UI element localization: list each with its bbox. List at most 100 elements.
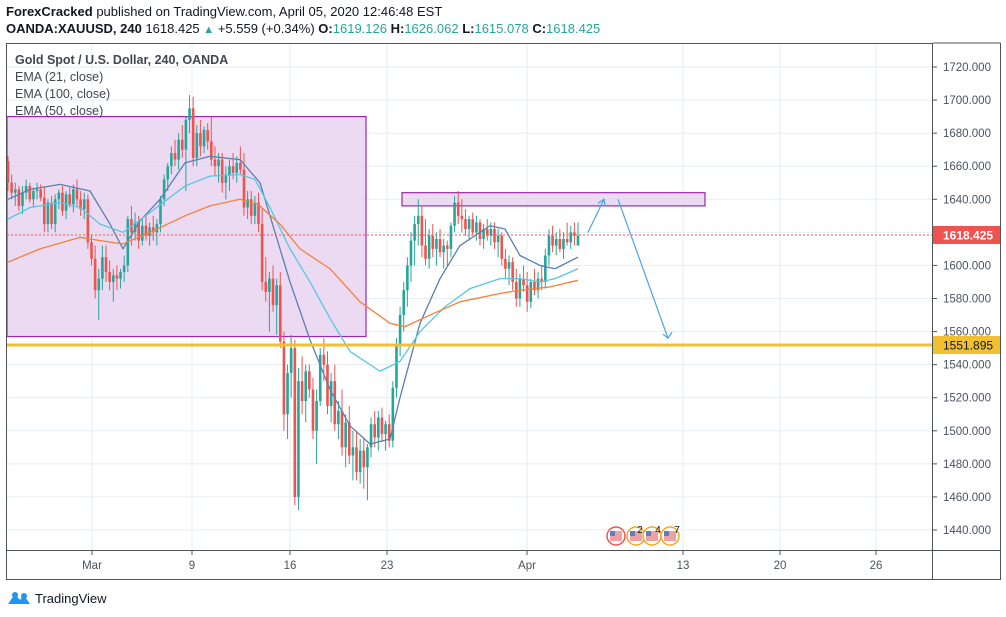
published-text: published on TradingView.com, April 05, … bbox=[92, 4, 443, 19]
horizontal-lines[interactable] bbox=[7, 234, 932, 347]
candle-body bbox=[318, 354, 322, 402]
ema21-line bbox=[7, 155, 579, 445]
projection-arrows[interactable] bbox=[587, 198, 673, 340]
price-tick-label: 1680.000 bbox=[943, 128, 991, 140]
publish-info: ForexCracked published on TradingView.co… bbox=[6, 4, 442, 19]
close-label: C: bbox=[532, 21, 547, 36]
rectangle-zones[interactable] bbox=[6, 116, 706, 338]
flag-canton bbox=[646, 531, 651, 536]
tradingview-branding[interactable]: TradingView bbox=[7, 590, 107, 606]
arrow-up-path[interactable] bbox=[587, 199, 605, 233]
candle-body bbox=[202, 129, 206, 147]
candle-body bbox=[384, 424, 387, 435]
price-tick-label: 1520.000 bbox=[943, 393, 991, 405]
candle-body bbox=[300, 381, 304, 402]
tradingview-logo-icon bbox=[8, 592, 30, 604]
candle-body bbox=[28, 186, 32, 200]
candle-body bbox=[449, 225, 453, 249]
arrow-head-icon bbox=[662, 331, 673, 340]
candle-body bbox=[424, 245, 427, 259]
candle-body bbox=[75, 189, 79, 200]
candle-body bbox=[460, 215, 464, 220]
flag-stripes bbox=[630, 531, 642, 541]
candle-body bbox=[68, 194, 72, 205]
candle-body bbox=[406, 265, 409, 291]
time-axis[interactable]: Mar 9 16 23 Apr 13 20 26 bbox=[82, 550, 882, 572]
candle-body bbox=[293, 348, 297, 497]
candle-body bbox=[264, 281, 268, 292]
open-label: O: bbox=[318, 21, 333, 36]
candle-body bbox=[249, 199, 253, 216]
indicator-ema21[interactable]: EMA (21, close) bbox=[15, 70, 104, 84]
candle-body bbox=[50, 202, 53, 225]
candle-body bbox=[326, 364, 329, 406]
candle-body bbox=[21, 192, 24, 206]
candle-body bbox=[93, 258, 97, 291]
candle-body bbox=[333, 381, 337, 425]
series-title[interactable]: Gold Spot / U.S. Dollar, 240, OANDA bbox=[15, 53, 229, 67]
price-tick-label: 1440.000 bbox=[943, 525, 991, 537]
candle-body bbox=[304, 371, 308, 402]
open-value: 1619.126 bbox=[332, 21, 387, 36]
candle-body bbox=[576, 235, 580, 246]
candle-body bbox=[72, 189, 75, 205]
candle-body bbox=[159, 199, 162, 225]
candle-body bbox=[108, 272, 111, 282]
candle-body bbox=[239, 162, 242, 170]
candle-body bbox=[115, 275, 119, 279]
candle-body bbox=[504, 258, 507, 269]
candle-body bbox=[311, 389, 315, 431]
ema100-line bbox=[7, 198, 579, 328]
candle-body bbox=[133, 222, 137, 233]
candle-body bbox=[39, 189, 42, 198]
candle-body bbox=[398, 315, 402, 345]
price-tick-label: 1460.000 bbox=[943, 492, 991, 504]
candle-body bbox=[271, 278, 275, 306]
candle-body bbox=[373, 424, 376, 438]
time-tick-label: Mar bbox=[82, 560, 102, 572]
price-tick-label: 1540.000 bbox=[943, 360, 991, 372]
candle-body bbox=[199, 133, 202, 147]
arrow-head-icon bbox=[597, 198, 606, 207]
price-axis[interactable]: 1440.000 1460.000 1480.000 1500.000 1520.000… bbox=[932, 62, 991, 537]
candle-body bbox=[180, 139, 184, 150]
flag-stripes bbox=[664, 531, 676, 541]
candle-body bbox=[119, 272, 122, 279]
candle-body bbox=[217, 159, 220, 167]
candle-body bbox=[32, 191, 35, 200]
time-tick-label: 16 bbox=[284, 560, 297, 572]
rectangle-zone[interactable] bbox=[401, 192, 706, 207]
candle-body bbox=[475, 222, 478, 233]
candle-body bbox=[391, 387, 395, 441]
candle-body bbox=[10, 182, 13, 193]
publisher-name[interactable]: ForexCracked bbox=[6, 4, 93, 19]
candle-body bbox=[253, 202, 257, 216]
candle-body bbox=[337, 410, 340, 425]
candle-body bbox=[456, 202, 460, 216]
candle-body bbox=[485, 229, 489, 236]
candle-body bbox=[471, 219, 475, 233]
candle-body bbox=[344, 422, 347, 448]
indicator-ema50[interactable]: EMA (50, close) bbox=[15, 104, 104, 118]
candle-body bbox=[478, 222, 482, 239]
candle-body bbox=[562, 238, 565, 249]
candle-body bbox=[380, 417, 384, 435]
arrow-down-path[interactable] bbox=[617, 199, 669, 339]
candle-body bbox=[137, 222, 141, 241]
candle-body bbox=[43, 197, 46, 225]
candle-body bbox=[329, 381, 333, 406]
economic-events[interactable]: 2 4 7 bbox=[606, 525, 680, 546]
flag-canton bbox=[610, 531, 615, 536]
event-count-badge: 7 bbox=[674, 525, 680, 536]
rectangle-zone[interactable] bbox=[6, 116, 367, 338]
candle-body bbox=[453, 202, 456, 226]
candle-body bbox=[242, 169, 246, 208]
candle-body bbox=[573, 232, 576, 236]
candle-body bbox=[297, 381, 300, 497]
candle-body bbox=[53, 199, 57, 225]
price-change: +5.559 (+0.34%) bbox=[217, 21, 315, 36]
candle-body bbox=[104, 257, 108, 273]
indicator-ema100[interactable]: EMA (100, close) bbox=[15, 87, 111, 101]
candle-body bbox=[188, 108, 191, 120]
